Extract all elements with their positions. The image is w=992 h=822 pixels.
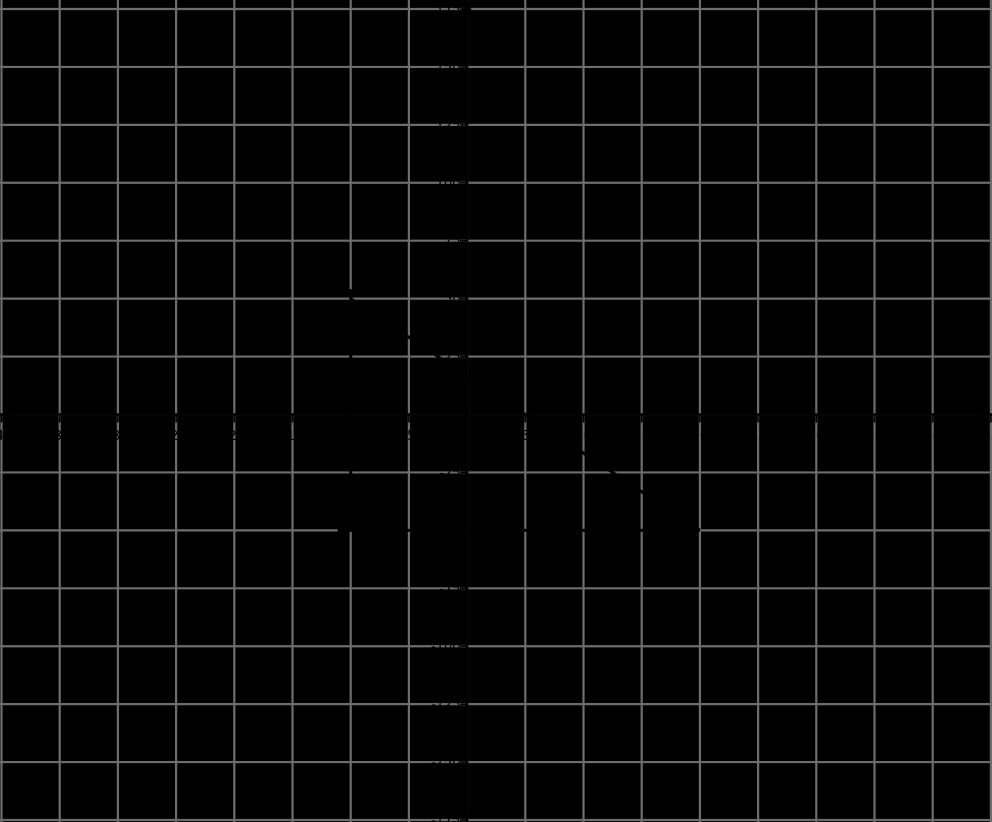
x-tick-label: -25	[165, 429, 186, 444]
y-tick-label: -75	[439, 582, 460, 597]
y-tick-label: 75	[444, 234, 461, 249]
y-tick-label: 175	[436, 2, 461, 17]
x-tick-label: 35	[866, 429, 883, 444]
x-tick-label: 10	[575, 429, 592, 444]
x-tick-label: -30	[107, 429, 128, 444]
x-tick-label: 20	[692, 429, 709, 444]
x-tick-label: -20	[224, 429, 245, 444]
y-tick-label: -150	[431, 756, 461, 771]
y-tick-label: 50	[444, 292, 461, 307]
x-tick-label: -5	[402, 429, 415, 444]
x-axis-right-arrow-icon	[980, 409, 991, 420]
x-axis-left-arrow-icon	[1, 409, 12, 420]
x-tick-label: 30	[808, 429, 825, 444]
plotted-figure	[337, 289, 701, 532]
x-tick-label: 15	[633, 429, 650, 444]
x-tick-label: -15	[282, 429, 303, 444]
y-tick-label: -175	[431, 814, 461, 822]
tick-marks	[0, 8, 992, 821]
x-tick-label: 5	[521, 429, 529, 444]
x-tick-label: -40	[0, 429, 12, 444]
x-tick-label: -35	[49, 429, 70, 444]
triangle-hypotenuse	[349, 297, 701, 532]
y-tick-label: -100	[431, 640, 461, 655]
y-tick-label: 100	[436, 176, 461, 191]
y-tick-label: 150	[436, 60, 461, 75]
x-tick-label: 25	[750, 429, 767, 444]
y-tick-label: 125	[436, 118, 461, 133]
x-tick-label: 40	[924, 429, 941, 444]
y-tick-label: 25	[444, 350, 461, 365]
y-tick-label: -125	[431, 698, 461, 713]
y-axis-bottom-arrow-icon	[461, 810, 473, 821]
x-tick-label: 45	[983, 429, 992, 444]
y-tick-label: -25	[439, 466, 460, 481]
